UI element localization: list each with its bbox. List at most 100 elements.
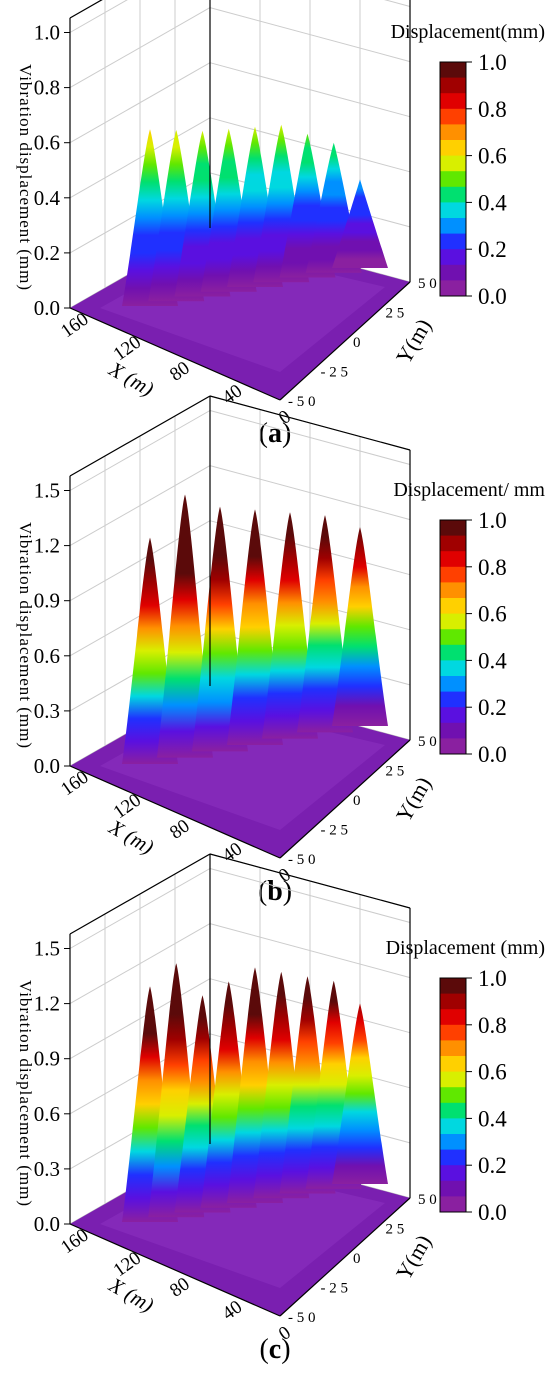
y-tick-label: - 2 5: [321, 365, 349, 381]
colorbar-frame: [439, 977, 467, 1213]
colorbar-segment: [440, 520, 466, 537]
x-axis-label: X (m): [104, 356, 158, 401]
colorbar-segment: [440, 233, 466, 250]
chart-c: 0.0 0.3 0.6 0.9 1.2 1.5 Vibration displacement…: [16, 853, 545, 1345]
x-axis-line: [69, 307, 281, 401]
z-tick-label: 1.5: [34, 937, 60, 961]
colorbar-segment: [440, 660, 466, 677]
colorbar-tick-label: 0.6: [478, 602, 507, 627]
colorbar-segment: [440, 93, 466, 110]
x-axis-line: [69, 1223, 281, 1317]
colorbar-segment: [440, 1180, 466, 1197]
box-edge: [209, 395, 411, 451]
colorbar-tick-label: 0.2: [478, 237, 507, 262]
z-tick-label: 0.0: [34, 1212, 60, 1236]
colorbar-tick-label: 1.0: [478, 50, 507, 75]
y-tick-label: - 5 0: [288, 394, 316, 410]
colorbar-segment: [440, 566, 466, 583]
colorbar-tick-label: 0.4: [478, 648, 507, 673]
y-tick-label: - 5 0: [288, 1310, 316, 1326]
colorbar-tick-label: 0.0: [478, 284, 507, 309]
z-tick-label: 0.0: [34, 754, 60, 778]
panel-c: 0.0 0.3 0.6 0.9 1.2 1.5 Vibration displacement…: [0, 853, 550, 1346]
y-tick-label: 5 0: [418, 734, 437, 750]
colorbar-segment: [440, 993, 466, 1010]
y-tick-label: 5 0: [418, 276, 437, 292]
z-tick-label: 0.3: [34, 699, 60, 723]
z-axis-label: Vibration displacement (mm): [16, 522, 35, 749]
z-tick-label: 0.3: [34, 1157, 60, 1181]
y-tick-label: 5 0: [418, 1192, 437, 1208]
z-tick-label: 0.6: [34, 131, 60, 155]
colorbar-frame: [439, 519, 467, 755]
z-tick-label: 0.9: [34, 589, 60, 613]
y-axis-line: [279, 281, 411, 401]
colorbar-segment: [440, 140, 466, 157]
z-tick-label: 0.2: [34, 241, 60, 265]
y-tick-label: 2 5: [386, 1222, 405, 1238]
colorbar-segment: [440, 738, 466, 755]
z-tick-label: 1.2: [34, 534, 60, 558]
y-axis-label: Y(m): [391, 314, 436, 368]
colorbar-tick-label: 0.6: [478, 144, 507, 169]
colorbar-tick-label: 0.8: [478, 97, 507, 122]
colorbar-segment: [440, 1024, 466, 1041]
x-axis-label: X (m): [104, 1272, 158, 1317]
colorbar-tick-label: 0.8: [478, 1013, 507, 1038]
y-axis-label: Y(m): [391, 1230, 436, 1284]
z-tick-label: 1.5: [34, 479, 60, 503]
chart-b: 0.0 0.3 0.6 0.9 1.2 1.5 Vibration displacement…: [16, 395, 545, 887]
z-tick-label: 1.2: [34, 992, 60, 1016]
colorbar-segment: [440, 1056, 466, 1073]
colorbar-segment: [440, 77, 466, 94]
y-tick-label: - 5 0: [288, 852, 316, 868]
caption-a: (a): [258, 418, 292, 449]
colorbar-title: Displacement(mm): [391, 21, 545, 43]
colorbar-segment: [440, 1040, 466, 1057]
colorbar-segment: [440, 1118, 466, 1135]
box-edge: [69, 395, 211, 477]
z-tick-label: 0.6: [34, 1102, 60, 1126]
colorbar-frame: [439, 61, 467, 297]
colorbar-tick-label: 1.0: [478, 966, 507, 991]
y-axis-line: [279, 1197, 411, 1317]
colorbar-segment: [440, 629, 466, 646]
y-axis-line: [279, 739, 411, 859]
x-tick-label: 80: [166, 357, 194, 385]
colorbar-segment: [440, 613, 466, 630]
colorbar-title: Displacement (mm): [386, 937, 545, 959]
colorbar-segment: [440, 582, 466, 599]
z-tick-label: 1.0: [34, 21, 60, 45]
box-edge: [69, 0, 103, 19]
colorbar-segment: [440, 1149, 466, 1166]
colorbar-segment: [440, 1071, 466, 1088]
y-tick-label: 0: [353, 335, 361, 351]
colorbar-segment: [440, 978, 466, 995]
y-tick-label: - 2 5: [321, 1281, 349, 1297]
colorbar-segment: [440, 264, 466, 281]
y-tick-label: 2 5: [386, 764, 405, 780]
colorbar-segment: [440, 1009, 466, 1026]
chart-a: 0.0 0.2 0.4 0.6 0.8 1.0 Vibration displacement…: [16, 0, 545, 429]
colorbar-segment: [440, 551, 466, 568]
colorbar-tick-label: 0.6: [478, 1060, 507, 1085]
z-tick-label: 0.8: [34, 76, 60, 100]
colorbar-segment: [440, 676, 466, 693]
colorbar-segment: [440, 249, 466, 266]
caption-b: (b): [257, 876, 293, 907]
y-tick-label: 2 5: [386, 306, 405, 322]
box-edge: [209, 853, 411, 909]
colorbar-segment: [440, 280, 466, 297]
colorbar-segment: [440, 1165, 466, 1182]
y-tick-label: 0: [353, 793, 361, 809]
peak-mark: [332, 179, 388, 268]
colorbar-title: Displacement/ mm: [393, 479, 545, 501]
colorbar-tick-label: 0.4: [478, 190, 507, 215]
colorbar-segment: [440, 186, 466, 203]
z-tick-label: 0.6: [34, 644, 60, 668]
z-tick-label: 0.0: [34, 296, 60, 320]
colorbar-tick-label: 0.4: [478, 1106, 507, 1131]
colorbar-segment: [440, 218, 466, 235]
grid-line: [69, 0, 128, 33]
colorbar-tick-label: 0.0: [478, 1200, 507, 1225]
